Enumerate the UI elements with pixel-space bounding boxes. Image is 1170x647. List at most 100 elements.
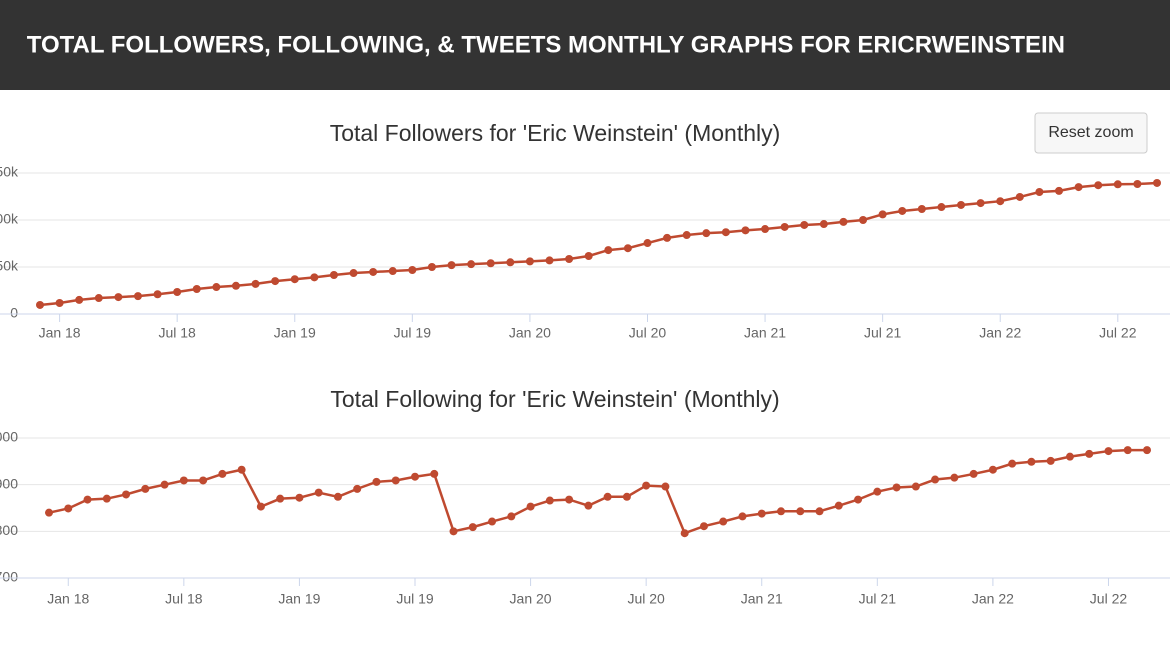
data-point bbox=[1065, 452, 1074, 461]
y-tick-label: 0 bbox=[10, 305, 18, 321]
data-point bbox=[780, 222, 789, 231]
data-point bbox=[604, 246, 613, 255]
reset-zoom-button[interactable]: Reset zoom bbox=[1034, 112, 1148, 154]
data-point bbox=[800, 220, 809, 229]
data-point bbox=[1085, 449, 1094, 458]
button-box[interactable] bbox=[1034, 112, 1148, 154]
data-point bbox=[114, 293, 123, 302]
data-point bbox=[1113, 180, 1122, 189]
x-tick-label: Jul 20 bbox=[627, 591, 665, 607]
data-point bbox=[333, 492, 342, 501]
data-point bbox=[231, 281, 240, 290]
data-point bbox=[141, 484, 150, 493]
x-tick-label: Jul 19 bbox=[396, 591, 434, 607]
data-point bbox=[643, 239, 652, 248]
data-point bbox=[682, 231, 691, 240]
data-point bbox=[83, 495, 92, 504]
data-point bbox=[623, 244, 632, 253]
data-point bbox=[447, 261, 456, 270]
data-point bbox=[911, 482, 920, 491]
data-point bbox=[1046, 456, 1055, 465]
data-point bbox=[761, 225, 770, 234]
data-point bbox=[353, 484, 362, 493]
y-tick-label: 100k bbox=[0, 211, 19, 227]
data-point bbox=[642, 481, 651, 490]
data-point bbox=[525, 257, 534, 266]
data-point bbox=[1133, 179, 1142, 188]
series-line bbox=[39, 181, 1158, 307]
data-point bbox=[854, 495, 863, 504]
data-point bbox=[310, 273, 319, 282]
x-tick-label: Jan 21 bbox=[741, 591, 783, 607]
data-point bbox=[276, 494, 285, 503]
button-label[interactable]: Reset zoom bbox=[1048, 124, 1133, 141]
data-point bbox=[271, 277, 280, 286]
data-point bbox=[969, 469, 978, 478]
data-point bbox=[996, 197, 1005, 206]
data-point bbox=[237, 465, 246, 474]
x-tick-label: Jan 22 bbox=[972, 591, 1014, 607]
x-tick-label: Jul 20 bbox=[629, 325, 667, 341]
data-point bbox=[1055, 186, 1064, 195]
data-point bbox=[839, 217, 848, 226]
data-point bbox=[408, 266, 417, 275]
data-point bbox=[526, 502, 535, 511]
data-point bbox=[290, 275, 299, 284]
data-point bbox=[179, 476, 188, 485]
header-title: TOTAL FOLLOWERS, FOLLOWING, & TWEETS MON… bbox=[27, 31, 1065, 58]
data-point bbox=[892, 483, 901, 492]
data-point bbox=[1094, 181, 1103, 190]
data-point bbox=[391, 476, 400, 485]
data-point bbox=[468, 523, 477, 532]
data-point bbox=[603, 492, 612, 501]
data-point bbox=[1153, 178, 1161, 187]
chart-title: Total Followers for 'Eric Weinstein' (Mo… bbox=[330, 120, 781, 146]
data-point bbox=[218, 469, 227, 478]
x-tick-label: Jul 21 bbox=[859, 591, 897, 607]
x-tick-label: Jan 20 bbox=[510, 591, 552, 607]
data-point bbox=[36, 300, 44, 309]
data-point bbox=[622, 492, 631, 501]
data-point bbox=[931, 475, 940, 484]
data-point bbox=[741, 226, 750, 235]
y-tick-label: 900 bbox=[0, 475, 18, 491]
header-bar bbox=[0, 0, 1170, 90]
data-point bbox=[507, 512, 516, 521]
x-tick-label: Jul 19 bbox=[394, 325, 432, 341]
data-point bbox=[94, 294, 103, 303]
data-point bbox=[738, 512, 747, 521]
data-point bbox=[45, 508, 53, 517]
chart-title: Total Following for 'Eric Weinstein' (Mo… bbox=[330, 386, 779, 412]
data-point bbox=[777, 507, 785, 516]
x-tick-label: Jul 18 bbox=[158, 325, 196, 341]
data-point bbox=[388, 267, 397, 276]
data-point bbox=[702, 229, 711, 238]
x-tick-label: Jul 22 bbox=[1090, 591, 1128, 607]
data-point bbox=[212, 283, 221, 292]
data-point bbox=[721, 228, 730, 237]
data-point bbox=[873, 487, 882, 496]
data-point bbox=[1035, 187, 1044, 196]
data-point bbox=[173, 288, 182, 297]
data-point bbox=[661, 482, 670, 491]
data-point bbox=[757, 509, 766, 518]
data-point bbox=[1074, 183, 1083, 192]
data-point bbox=[937, 203, 946, 212]
x-tick-label: Jul 21 bbox=[864, 325, 902, 341]
data-point bbox=[349, 269, 358, 278]
y-tick-label: 700 bbox=[0, 569, 18, 585]
data-point bbox=[663, 233, 672, 242]
data-point bbox=[680, 529, 689, 538]
data-point bbox=[133, 292, 142, 301]
data-point bbox=[699, 522, 708, 531]
data-point bbox=[834, 501, 843, 510]
data-point bbox=[719, 517, 728, 526]
data-point bbox=[898, 206, 907, 215]
data-point bbox=[1015, 192, 1024, 201]
data-point bbox=[122, 490, 131, 499]
data-point bbox=[917, 205, 926, 214]
data-point bbox=[55, 299, 64, 308]
x-tick-label: Jul 22 bbox=[1099, 325, 1137, 341]
data-point bbox=[153, 290, 162, 299]
